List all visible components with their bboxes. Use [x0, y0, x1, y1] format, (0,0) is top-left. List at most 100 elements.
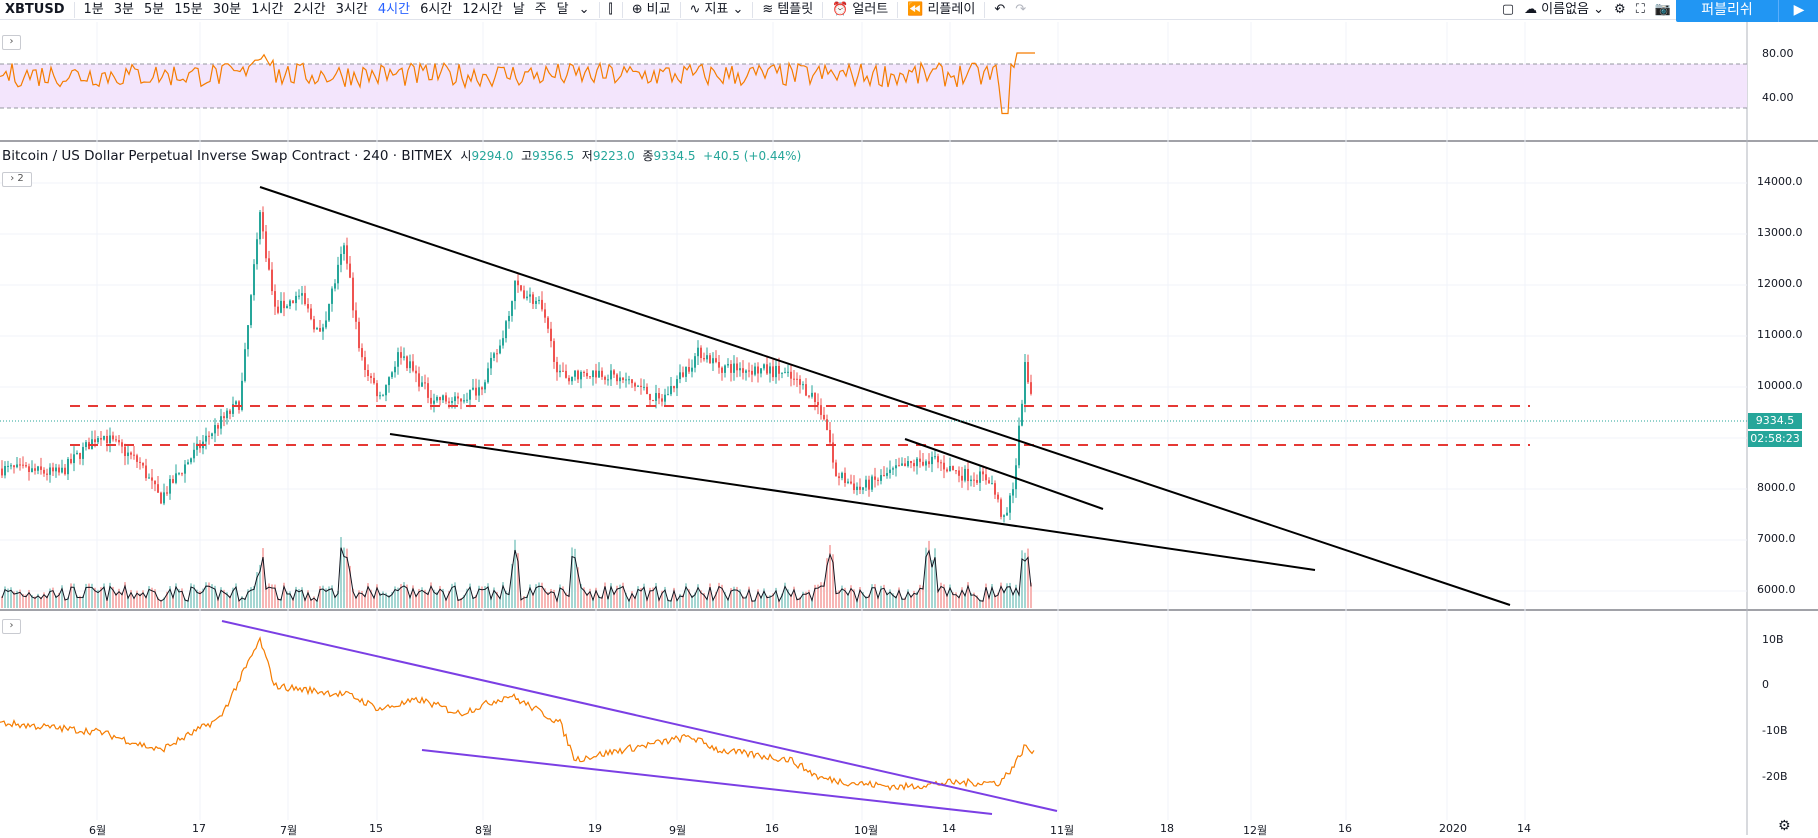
volume-bar: [235, 583, 237, 608]
undo-button[interactable]: ↶: [989, 0, 1010, 19]
candle-body: [229, 410, 231, 414]
volume-bar: [739, 589, 741, 608]
compare-button[interactable]: ⊕ 비교: [627, 0, 676, 19]
volume-bar: [286, 591, 288, 608]
volume-bar: [139, 593, 141, 608]
volume-bar: [205, 582, 207, 608]
volume-bar: [868, 594, 870, 608]
candle-body: [283, 300, 285, 309]
layout-name-button[interactable]: ☁ 이름없음 ⌄: [1524, 2, 1605, 17]
candle-body: [958, 470, 960, 476]
volume-bar: [82, 595, 84, 608]
candle-body: [454, 396, 456, 402]
publish-play-button[interactable]: ▶: [1778, 0, 1818, 22]
short-trendline[interactable]: [904, 438, 1104, 510]
interval-6[interactable]: 2시간: [293, 2, 326, 17]
volume-bar: [169, 586, 171, 608]
volume-bar: [643, 583, 645, 608]
interval-9[interactable]: 6시간: [420, 2, 453, 17]
volume-bar: [835, 591, 837, 608]
volume-bar: [421, 587, 423, 608]
symbol-search[interactable]: XBTUSD: [5, 2, 65, 17]
candle-body: [967, 468, 969, 482]
volume-bar: [862, 592, 864, 608]
candle-body: [313, 319, 315, 330]
volume-bar: [394, 586, 396, 608]
lower-trendline-lower[interactable]: [421, 749, 993, 815]
candle-body: [847, 481, 849, 483]
snapshot-button[interactable]: 📷: [1650, 0, 1676, 19]
candle-body: [196, 443, 198, 450]
interval-3[interactable]: 15분: [174, 2, 203, 17]
candle-body: [106, 435, 108, 444]
candle-body: [706, 355, 708, 360]
alert-button[interactable]: ⏰ 얼러트: [827, 0, 893, 19]
candle-body: [556, 361, 558, 373]
candle-body: [100, 438, 102, 440]
candle-body: [808, 395, 810, 397]
volume-bar: [997, 592, 999, 608]
chart-type-button[interactable]: ⫿: [604, 0, 618, 19]
descending-trendline-upper[interactable]: [259, 186, 1511, 606]
redo-button[interactable]: ↷: [1010, 0, 1031, 19]
candle-body: [166, 492, 168, 494]
volume-bar: [385, 592, 387, 608]
candle-body: [676, 379, 678, 389]
candle-body: [631, 379, 633, 384]
interval-dropdown[interactable]: ⌄: [578, 2, 590, 17]
time-tick-label: 8월: [475, 824, 493, 837]
collapse-lower-pane[interactable]: ›: [2, 619, 21, 634]
price-tick-label: 14000.0: [1757, 175, 1803, 188]
interval-13[interactable]: 달: [556, 2, 569, 17]
volume-bar: [514, 539, 516, 608]
time-tick-label: 10월: [854, 824, 879, 837]
candle-body: [742, 368, 744, 373]
publish-button[interactable]: 퍼블리쉬: [1676, 0, 1778, 22]
interval-11[interactable]: 날: [512, 2, 525, 17]
volume-bar: [196, 589, 198, 608]
templates-button[interactable]: ≋ 템플릿: [757, 0, 818, 19]
interval-10[interactable]: 12시간: [462, 2, 503, 17]
interval-12[interactable]: 주: [534, 2, 547, 17]
volume-bar: [664, 586, 666, 608]
candle-body: [853, 483, 855, 491]
replay-button[interactable]: ⏪ 리플레이: [902, 0, 980, 19]
volume-bar: [637, 586, 639, 608]
divider: [897, 1, 899, 18]
settings-button[interactable]: ⚙: [1609, 0, 1631, 19]
candle-body: [271, 269, 273, 292]
volume-bar: [7, 588, 9, 608]
volume-bar: [457, 599, 459, 608]
fullscreen-button[interactable]: ⛶: [1631, 0, 1650, 19]
candle-body: [145, 465, 147, 479]
interval-1[interactable]: 3분: [113, 2, 134, 17]
chart-settings-button[interactable]: ⚙: [1778, 818, 1791, 834]
interval-4[interactable]: 30분: [212, 2, 242, 17]
interval-7[interactable]: 3시간: [335, 2, 368, 17]
collapse-rsi-pane[interactable]: ›: [2, 35, 21, 50]
indicators-button[interactable]: ∿ 지표 ⌄: [689, 2, 744, 17]
volume-bar: [280, 598, 282, 608]
lower-trendline-upper[interactable]: [221, 620, 1058, 812]
candle-body: [850, 481, 852, 484]
volume-bar: [172, 595, 174, 608]
collapse-main-pane[interactable]: › 2: [2, 172, 32, 187]
volume-bar: [607, 597, 609, 608]
candle-body: [1030, 382, 1032, 394]
volume-bar: [322, 585, 324, 608]
interval-5[interactable]: 1시간: [251, 2, 284, 17]
lower-tick-label: -10B: [1762, 724, 1788, 737]
volume-bar: [952, 592, 954, 608]
descending-trendline-lower[interactable]: [389, 433, 1316, 571]
interval-0[interactable]: 1분: [83, 2, 104, 17]
volume-bar: [733, 586, 735, 608]
candle-body: [613, 370, 615, 375]
rewind-icon: ⏪: [907, 2, 924, 17]
volume-bar: [433, 589, 435, 608]
layout-select-button[interactable]: ▢: [1497, 0, 1519, 19]
candle-body: [886, 473, 888, 476]
interval-8[interactable]: 4시간: [377, 2, 411, 17]
interval-2[interactable]: 5분: [143, 2, 165, 17]
candle-body: [289, 300, 291, 307]
